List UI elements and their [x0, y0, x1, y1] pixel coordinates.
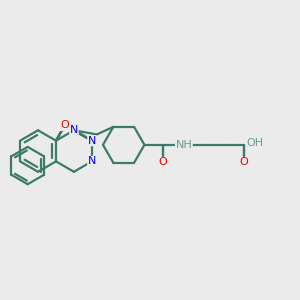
Text: O: O: [240, 158, 248, 167]
Text: O: O: [60, 120, 69, 130]
Text: N: N: [88, 156, 96, 167]
Text: OH: OH: [247, 138, 264, 148]
Text: NH: NH: [176, 140, 192, 150]
Text: N: N: [88, 136, 96, 146]
Text: O: O: [159, 158, 167, 167]
Text: N: N: [70, 125, 78, 135]
